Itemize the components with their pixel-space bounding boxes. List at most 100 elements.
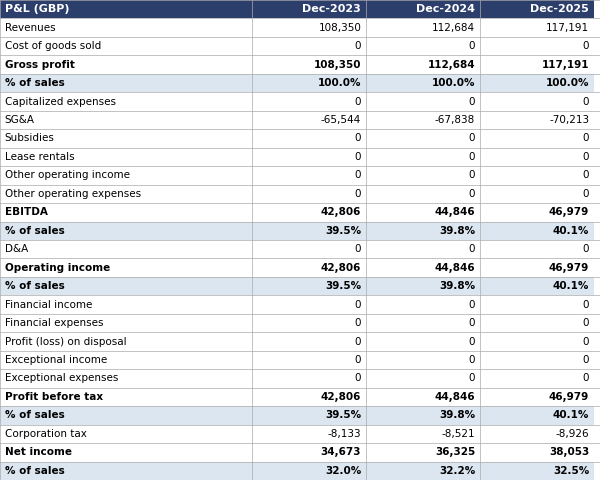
Text: Other operating expenses: Other operating expenses	[5, 189, 141, 199]
Text: Lease rentals: Lease rentals	[5, 152, 74, 162]
FancyBboxPatch shape	[0, 462, 252, 480]
Text: 0: 0	[583, 189, 589, 199]
Text: 100.0%: 100.0%	[432, 78, 475, 88]
FancyBboxPatch shape	[252, 351, 366, 369]
Text: 44,846: 44,846	[434, 263, 475, 273]
Text: Financial expenses: Financial expenses	[5, 318, 103, 328]
Text: 0: 0	[469, 244, 475, 254]
FancyBboxPatch shape	[366, 129, 480, 148]
Text: 36,325: 36,325	[435, 447, 475, 457]
Text: 0: 0	[355, 300, 361, 310]
Text: EBITDA: EBITDA	[5, 207, 47, 217]
Text: 44,846: 44,846	[434, 392, 475, 402]
Text: 112,684: 112,684	[432, 23, 475, 33]
Text: 117,191: 117,191	[542, 60, 589, 70]
Text: 0: 0	[583, 96, 589, 107]
Text: 0: 0	[469, 133, 475, 144]
FancyBboxPatch shape	[480, 443, 594, 462]
Text: -8,926: -8,926	[556, 429, 589, 439]
Text: 40.1%: 40.1%	[553, 226, 589, 236]
Text: 0: 0	[469, 41, 475, 51]
Text: 0: 0	[583, 41, 589, 51]
Text: % of sales: % of sales	[5, 281, 65, 291]
Text: 0: 0	[355, 41, 361, 51]
FancyBboxPatch shape	[366, 92, 480, 111]
FancyBboxPatch shape	[366, 240, 480, 258]
Text: 39.5%: 39.5%	[325, 410, 361, 420]
Text: Financial income: Financial income	[5, 300, 92, 310]
Text: 40.1%: 40.1%	[553, 410, 589, 420]
FancyBboxPatch shape	[480, 185, 594, 203]
Text: D&A: D&A	[5, 244, 28, 254]
FancyBboxPatch shape	[0, 148, 252, 166]
FancyBboxPatch shape	[480, 222, 594, 240]
FancyBboxPatch shape	[366, 406, 480, 425]
Text: Profit (loss) on disposal: Profit (loss) on disposal	[5, 336, 127, 347]
Text: 117,191: 117,191	[546, 23, 589, 33]
FancyBboxPatch shape	[252, 425, 366, 443]
Text: 38,053: 38,053	[549, 447, 589, 457]
Text: Net income: Net income	[5, 447, 72, 457]
Text: 39.8%: 39.8%	[439, 281, 475, 291]
Text: -70,213: -70,213	[549, 115, 589, 125]
Text: 0: 0	[583, 318, 589, 328]
Text: -8,521: -8,521	[442, 429, 475, 439]
FancyBboxPatch shape	[252, 0, 366, 18]
Text: 39.5%: 39.5%	[325, 226, 361, 236]
FancyBboxPatch shape	[480, 351, 594, 369]
Text: Corporation tax: Corporation tax	[5, 429, 86, 439]
FancyBboxPatch shape	[0, 185, 252, 203]
FancyBboxPatch shape	[480, 111, 594, 129]
Text: Exceptional expenses: Exceptional expenses	[5, 373, 118, 384]
Text: Cost of goods sold: Cost of goods sold	[5, 41, 101, 51]
FancyBboxPatch shape	[0, 406, 252, 425]
FancyBboxPatch shape	[366, 425, 480, 443]
FancyBboxPatch shape	[252, 18, 366, 37]
FancyBboxPatch shape	[0, 111, 252, 129]
FancyBboxPatch shape	[480, 129, 594, 148]
FancyBboxPatch shape	[0, 425, 252, 443]
Text: 32.5%: 32.5%	[553, 466, 589, 476]
Text: 0: 0	[355, 170, 361, 180]
FancyBboxPatch shape	[480, 425, 594, 443]
Text: 39.5%: 39.5%	[325, 281, 361, 291]
FancyBboxPatch shape	[0, 295, 252, 314]
Text: 0: 0	[355, 133, 361, 144]
Text: 0: 0	[469, 373, 475, 384]
FancyBboxPatch shape	[252, 185, 366, 203]
Text: 0: 0	[469, 170, 475, 180]
Text: 0: 0	[583, 355, 589, 365]
Text: 112,684: 112,684	[428, 60, 475, 70]
FancyBboxPatch shape	[366, 295, 480, 314]
Text: 0: 0	[469, 96, 475, 107]
FancyBboxPatch shape	[480, 148, 594, 166]
Text: Operating income: Operating income	[5, 263, 110, 273]
Text: 46,979: 46,979	[549, 207, 589, 217]
FancyBboxPatch shape	[366, 0, 480, 18]
FancyBboxPatch shape	[0, 18, 252, 37]
Text: 0: 0	[355, 244, 361, 254]
FancyBboxPatch shape	[366, 37, 480, 55]
Text: Dec-2023: Dec-2023	[302, 4, 361, 14]
FancyBboxPatch shape	[0, 369, 252, 388]
Text: 0: 0	[355, 373, 361, 384]
FancyBboxPatch shape	[0, 0, 252, 18]
FancyBboxPatch shape	[252, 277, 366, 295]
Text: 40.1%: 40.1%	[553, 281, 589, 291]
Text: % of sales: % of sales	[5, 78, 65, 88]
FancyBboxPatch shape	[366, 388, 480, 406]
FancyBboxPatch shape	[0, 74, 252, 92]
Text: 0: 0	[355, 318, 361, 328]
FancyBboxPatch shape	[480, 462, 594, 480]
Text: Profit before tax: Profit before tax	[5, 392, 103, 402]
FancyBboxPatch shape	[366, 74, 480, 92]
FancyBboxPatch shape	[252, 240, 366, 258]
FancyBboxPatch shape	[252, 462, 366, 480]
Text: % of sales: % of sales	[5, 410, 65, 420]
FancyBboxPatch shape	[0, 314, 252, 332]
FancyBboxPatch shape	[252, 74, 366, 92]
FancyBboxPatch shape	[0, 222, 252, 240]
FancyBboxPatch shape	[0, 166, 252, 185]
FancyBboxPatch shape	[252, 314, 366, 332]
Text: 0: 0	[355, 189, 361, 199]
